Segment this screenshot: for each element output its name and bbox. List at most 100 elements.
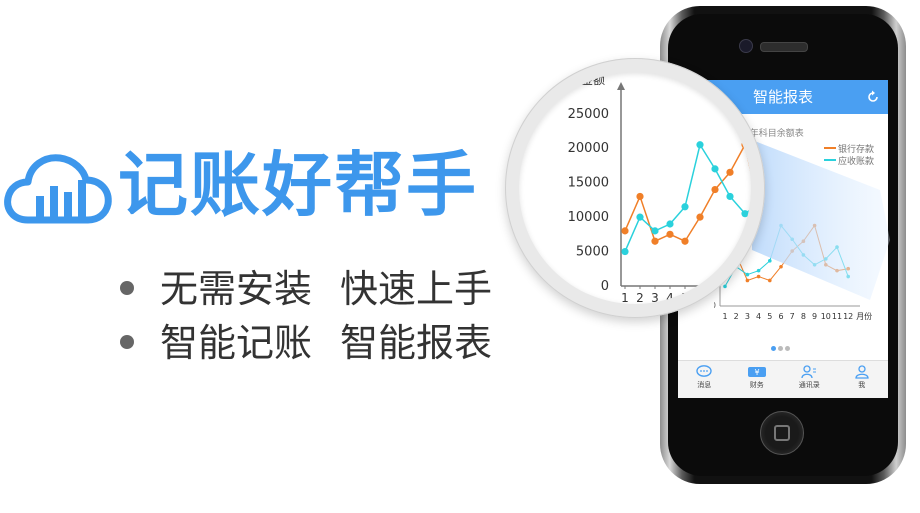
tab-label: 我	[858, 381, 866, 389]
data-point	[756, 274, 761, 279]
data-point	[741, 141, 749, 149]
data-point	[621, 227, 629, 235]
tab-me[interactable]: 我	[836, 361, 889, 398]
data-point	[801, 239, 806, 244]
y-tick-label: 0	[714, 301, 716, 310]
data-point	[621, 247, 629, 256]
x-tick-label: 8	[726, 291, 734, 304]
tab-contacts[interactable]: 通讯录	[783, 361, 836, 398]
legend-label: 应收账款	[838, 156, 875, 167]
feature-text: 智能报表	[340, 321, 493, 365]
data-point	[745, 278, 750, 283]
data-point	[835, 245, 839, 249]
y-axis-label: 金额	[581, 72, 605, 87]
x-tick-label: 8	[801, 312, 806, 321]
y-tick-label: 25000	[568, 107, 609, 122]
data-point	[711, 185, 719, 194]
y-tick-label: 0	[601, 279, 609, 294]
feature-text: 快速上手	[340, 267, 493, 311]
page-dot[interactable]	[778, 346, 783, 351]
x-tick-label: 3	[745, 312, 750, 321]
user-icon	[855, 365, 869, 379]
data-point	[666, 230, 674, 238]
page-dot[interactable]	[771, 346, 776, 351]
data-point	[745, 272, 750, 277]
data-point	[651, 227, 659, 235]
message-icon	[696, 365, 712, 377]
magnifier-lens: 金额05000100001500020000250001234567891011…	[519, 72, 751, 304]
tab-bar: 消息 ¥ 财务 通讯录 我	[678, 360, 888, 398]
data-point	[768, 259, 772, 263]
refresh-icon[interactable]	[866, 90, 880, 104]
svg-text:¥: ¥	[754, 368, 759, 377]
x-tick-label: 9	[812, 312, 817, 321]
x-tick-label: 4	[756, 312, 761, 321]
y-tick-label: 5000	[576, 245, 609, 260]
camera-icon	[739, 39, 753, 53]
legend-swatch-bank	[824, 147, 836, 149]
data-point	[696, 213, 704, 221]
data-point	[726, 168, 734, 176]
data-point	[779, 264, 783, 269]
x-tick-label: 2	[636, 291, 644, 304]
x-tick-label: 5	[681, 291, 689, 304]
bullet-icon	[120, 334, 134, 349]
x-tick-label: 11	[832, 312, 842, 321]
finance-icon: ¥	[747, 367, 766, 377]
data-point	[801, 253, 806, 257]
feature-text: 无需安装	[160, 267, 313, 311]
y-axis-arrow	[617, 82, 625, 90]
x-tick-label: 4	[666, 291, 674, 304]
x-tick-label: 12	[843, 312, 853, 321]
y-tick-label: 20000	[568, 141, 609, 156]
data-point	[790, 249, 794, 253]
tab-label: 通讯录	[798, 381, 820, 389]
data-point	[790, 237, 794, 242]
page-dot[interactable]	[785, 346, 790, 351]
data-point	[846, 266, 850, 271]
tab-label: 财务	[749, 381, 764, 389]
data-point	[768, 278, 772, 283]
data-point	[824, 262, 828, 267]
series-line-0	[624, 142, 751, 243]
tab-message[interactable]: 消息	[678, 361, 731, 398]
bullet-icon	[120, 280, 134, 295]
data-point	[636, 213, 644, 221]
home-square-icon	[774, 425, 790, 441]
x-tick-label: 6	[696, 291, 704, 304]
legend-swatch-recv	[824, 159, 836, 161]
data-point	[846, 274, 850, 279]
feature-line-2: 智能记账 智能报表	[120, 320, 492, 366]
page-indicator	[770, 336, 791, 355]
data-point	[681, 203, 689, 211]
chart-subtitle: 4年科目余额表	[744, 129, 804, 139]
app-title: 智能报表	[752, 88, 813, 106]
y-tick-label: 15000	[568, 176, 609, 191]
data-point	[726, 192, 734, 201]
x-tick-label: 10	[821, 312, 831, 321]
zoomed-line-chart: 金额05000100001500020000250001234567891011…	[568, 72, 751, 304]
x-tick-label: 6	[778, 312, 783, 321]
data-point	[835, 268, 839, 273]
x-tick-label: 3	[651, 291, 659, 304]
x-tick-label: 5	[767, 312, 772, 321]
home-button[interactable]	[760, 411, 804, 455]
y-tick-label: 10000	[568, 210, 609, 225]
data-point	[812, 262, 817, 267]
data-point	[824, 257, 828, 261]
contacts-icon	[801, 365, 817, 379]
x-tick-label: 9	[741, 291, 749, 304]
hero-title: 记账好帮手	[118, 144, 478, 226]
data-point	[812, 223, 817, 228]
feature-text: 智能记账	[160, 321, 313, 365]
data-point	[711, 165, 719, 173]
data-point	[681, 237, 689, 245]
data-point	[741, 210, 749, 218]
tab-finance[interactable]: ¥ 财务	[731, 361, 784, 398]
data-point	[636, 192, 644, 201]
data-point	[779, 223, 783, 228]
x-tick-label: 2	[734, 312, 739, 321]
feature-line-1: 无需安装 快速上手	[120, 266, 492, 312]
data-point	[651, 237, 659, 245]
x-axis-label: 月份	[856, 311, 872, 321]
